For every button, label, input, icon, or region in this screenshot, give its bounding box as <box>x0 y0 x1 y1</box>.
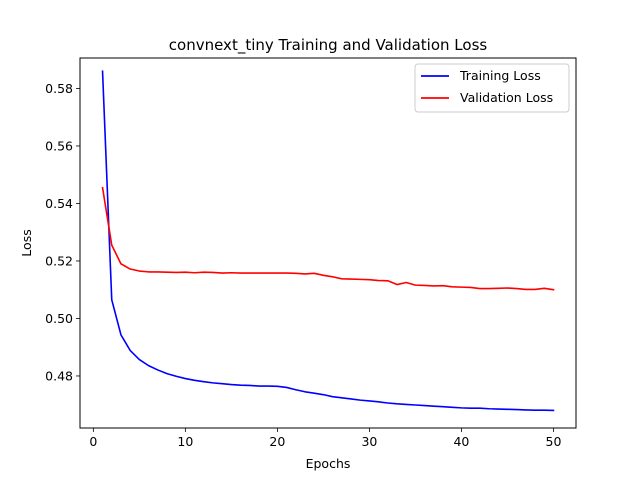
x-tick-label: 50 <box>546 434 562 449</box>
x-tick-label: 20 <box>269 434 285 449</box>
legend-label-validation-loss: Validation Loss <box>460 90 553 105</box>
y-tick-label: 0.48 <box>45 368 73 383</box>
y-tick-label: 0.54 <box>45 196 73 211</box>
series-line-validation-loss <box>101 186 555 291</box>
series-line-training-loss <box>101 70 555 412</box>
y-tick-label: 0.56 <box>45 138 73 153</box>
y-tick-label: 0.58 <box>45 81 73 96</box>
x-tick-label: 40 <box>453 434 469 449</box>
y-tick-label: 0.52 <box>45 253 73 268</box>
legend-label-training-loss: Training Loss <box>459 68 541 83</box>
x-tick-label: 0 <box>89 434 97 449</box>
y-axis-ticks: 0.48 0.50 0.52 0.54 0.56 0.58 <box>45 81 80 383</box>
series-lines <box>101 70 555 412</box>
y-tick-label: 0.50 <box>45 311 73 326</box>
x-axis-ticks: 0 10 20 30 40 50 <box>89 428 561 449</box>
legend-box <box>414 63 570 113</box>
x-tick-label: 30 <box>361 434 377 449</box>
y-axis-label: Loss <box>19 229 34 256</box>
x-tick-label: 10 <box>177 434 193 449</box>
legend: Training Loss Validation Loss <box>414 63 570 113</box>
plot-frame <box>79 57 577 429</box>
x-axis-label: Epochs <box>306 456 351 471</box>
chart-title: convnext_tiny Training and Validation Lo… <box>169 36 488 55</box>
